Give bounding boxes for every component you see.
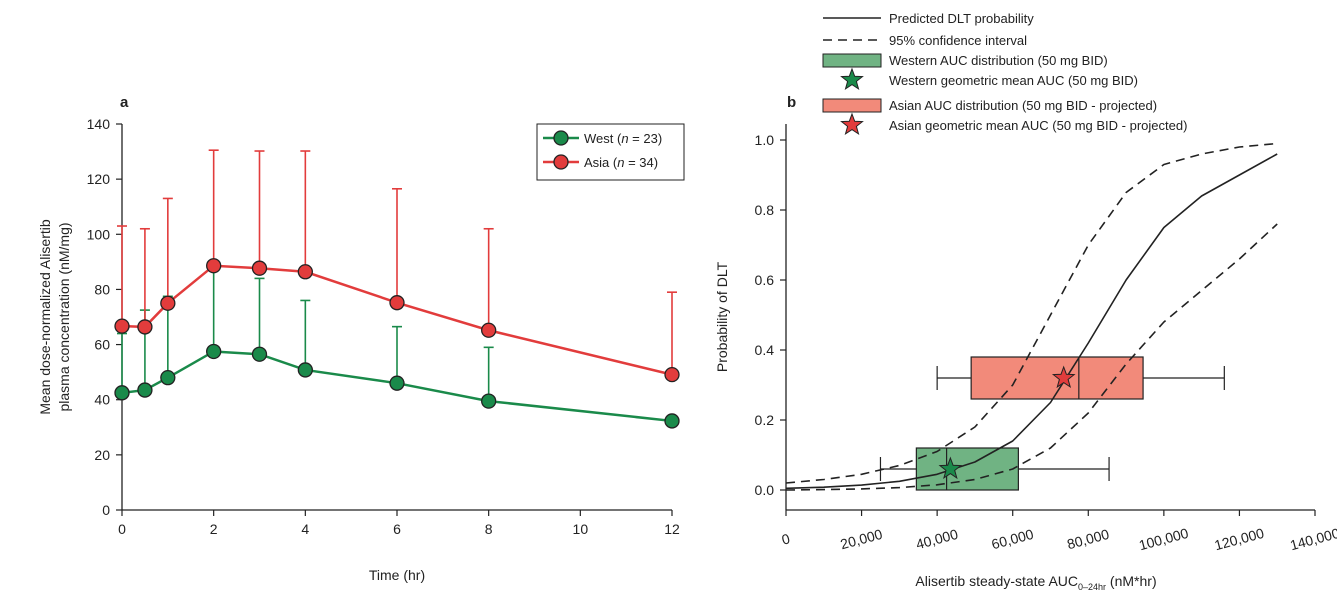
panel-a-letter: a	[120, 94, 129, 111]
panel-b-y-label: Probability of DLT	[714, 261, 730, 372]
y-tick-label: 0.8	[755, 202, 775, 218]
legend-west-label: West (n = 23)	[584, 131, 662, 146]
x-tick-label: 140,000	[1288, 525, 1337, 554]
y-tick-label: 0.4	[755, 342, 775, 358]
legend-western-box-label: Western AUC distribution (50 mg BID)	[889, 53, 1108, 68]
legend-western-box	[822, 53, 882, 68]
legend-asia-marker	[553, 154, 569, 170]
panel-a-y-label-line-2: plasma concentration (nM/mg)	[56, 222, 72, 411]
asia-data-point	[481, 322, 497, 338]
legend-western-star-label: Western geometric mean AUC (50 mg BID)	[889, 73, 1138, 88]
west-data-point	[297, 362, 313, 378]
asia-data-point	[664, 366, 680, 383]
x-tick-label: 40,000	[914, 526, 960, 553]
x-tick-label: 20,000	[839, 526, 885, 553]
x-tick-label: 8	[485, 521, 493, 537]
y-tick-label: 0	[102, 502, 110, 518]
west-data-point	[251, 346, 268, 362]
west-data-point	[389, 375, 405, 391]
legend-asia-label: Asia (n = 34)	[584, 155, 658, 170]
west-iqr-box	[915, 447, 1019, 491]
asia-data-point	[160, 295, 176, 311]
asia-data-point	[114, 318, 130, 334]
y-tick-label: 100	[87, 226, 111, 242]
west-data-point	[481, 393, 497, 409]
panel-a-points	[114, 258, 680, 429]
x-tick-label: 0	[118, 521, 126, 537]
panel-a-x-label: Time (hr)	[369, 567, 425, 583]
legend-asian-box-label: Asian AUC distribution (50 mg BID - proj…	[889, 98, 1157, 113]
asia-data-point	[297, 264, 313, 280]
west-data-point	[137, 382, 153, 398]
y-tick-label: 40	[94, 392, 110, 408]
legend-western-star-icon	[840, 67, 864, 91]
asia-data-point	[389, 295, 405, 311]
x-tick-label: 12	[664, 521, 680, 537]
west-data-point	[206, 343, 222, 360]
y-tick-label: 0.6	[755, 272, 775, 288]
x-tick-label: 6	[393, 521, 401, 537]
ci-upper-curve	[785, 142, 1278, 484]
west-data-point	[160, 370, 176, 386]
x-tick-label: 60,000	[990, 526, 1036, 553]
west-data-point	[664, 413, 680, 429]
x-tick-label: 4	[301, 521, 309, 537]
y-tick-label: 20	[94, 447, 110, 463]
x-tick-label: 2	[210, 521, 218, 537]
panel-b-x-ticks: 0 20,000 40,000 60,000 80,000 100,000 120,000 1…	[780, 510, 1337, 553]
asia-data-point	[251, 260, 268, 276]
panel-a-x-ticks: 0 2 4 6 8 10 12	[118, 510, 680, 537]
panel-b-x-label: Alisertib steady-state AUC0–24hr (nM*hr)	[915, 573, 1156, 592]
y-tick-label: 120	[87, 171, 111, 187]
y-tick-label: 80	[94, 281, 110, 297]
y-tick-label: 140	[87, 116, 111, 132]
west-data-point	[114, 385, 130, 401]
panel-a-legend: West (n = 23) Asia (n = 34)	[536, 123, 685, 181]
panel-a-y-ticks: 0 20 40 60 80 100 120 140	[87, 116, 122, 518]
west-geomean-star	[938, 456, 963, 480]
asia-data-point	[206, 258, 222, 274]
x-tick-label: 120,000	[1213, 525, 1266, 554]
ci-lower-curve	[785, 223, 1278, 491]
x-tick-label: 100,000	[1137, 525, 1190, 554]
legend-asian-box	[822, 98, 882, 113]
panel-b-boxplots	[879, 356, 1225, 491]
asia-geomean-star	[1051, 365, 1076, 389]
panel-b-y-ticks: 0.0 0.2 0.4 0.6 0.8 1.0	[755, 132, 786, 498]
y-tick-label: 0.0	[755, 482, 775, 498]
asia-data-point	[137, 319, 153, 335]
legend-asian-star-icon	[840, 112, 864, 136]
y-tick-label: 1.0	[755, 132, 775, 148]
panel-b-geomean-stars	[938, 365, 1076, 480]
predicted-dlt-curve	[785, 153, 1278, 490]
panel-b-curves	[785, 142, 1278, 491]
legend-predicted-label: Predicted DLT probability	[889, 11, 1034, 26]
legend-asian-star-label: Asian geometric mean AUC (50 mg BID - pr…	[889, 118, 1187, 133]
panel-b-letter: b	[787, 94, 796, 111]
x-tick-label: 10	[573, 521, 589, 537]
legend-west-marker	[553, 130, 569, 146]
y-tick-label: 0.2	[755, 412, 775, 428]
y-tick-label: 60	[94, 337, 110, 353]
panel-b-chart: b 0.0 0.2 0.4 0.6 0.8 1.0 0 20,000 40,000 60,000…	[714, 11, 1337, 592]
x-tick-label: 0	[780, 530, 792, 548]
x-tick-label: 80,000	[1065, 526, 1111, 553]
panel-a-chart: a 0 20 40 60 80 100 120 140 0 2 4 6 8 10 12 Time (hr)…	[37, 94, 685, 583]
panel-a-y-label-line-1: Mean dose-normalized Alisertib	[37, 219, 53, 415]
legend-ci-label: 95% confidence interval	[889, 33, 1027, 48]
panel-b-legend: Predicted DLT probability 95% confidence…	[822, 11, 1187, 136]
